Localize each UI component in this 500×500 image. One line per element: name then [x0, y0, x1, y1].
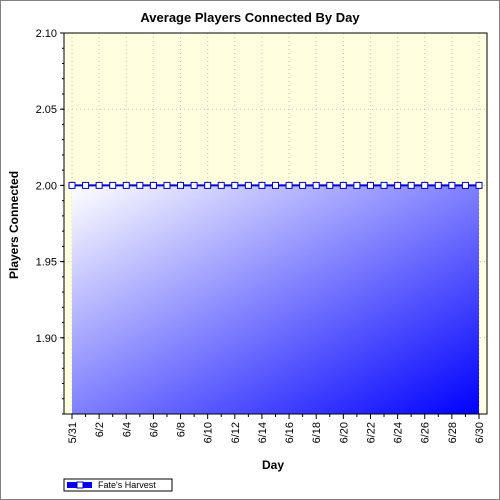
x-tick-label: 6/26: [420, 422, 432, 443]
y-tick-label: 2.00: [36, 180, 57, 192]
x-tick-label: 6/20: [338, 422, 350, 443]
data-point: [82, 181, 90, 189]
legend: Fate's Harvest: [63, 478, 173, 492]
x-tick-label: 6/6: [148, 422, 160, 437]
data-markers: [68, 181, 483, 189]
x-tick-label: 5/31: [67, 422, 79, 443]
x-axis-label: Day: [262, 458, 284, 472]
data-point: [353, 181, 361, 189]
data-point: [380, 181, 388, 189]
y-tick-label: 1.95: [36, 257, 57, 269]
y-tick-label: 1.90: [36, 333, 57, 345]
data-point: [149, 181, 157, 189]
x-axis-ticks: 5/31 6/2 6/4 6/6 6/8 6/10 6/12 6/14 6/16 6/18 6/20…: [67, 414, 486, 443]
data-point: [285, 181, 293, 189]
data-point: [448, 181, 456, 189]
x-tick-label: 6/4: [121, 422, 133, 437]
data-point: [122, 181, 130, 189]
x-tick-label: 6/28: [447, 422, 459, 443]
x-tick-label: 6/2: [94, 422, 106, 437]
data-point: [109, 181, 117, 189]
data-point: [190, 181, 198, 189]
data-point: [258, 181, 266, 189]
data-point: [244, 181, 252, 189]
data-point: [326, 181, 334, 189]
x-tick-label: 6/30: [474, 422, 486, 443]
y-tick-label: 2.05: [36, 104, 57, 116]
data-point: [366, 181, 374, 189]
x-tick-label: 6/10: [203, 422, 215, 443]
data-point: [231, 181, 239, 189]
data-point: [217, 181, 225, 189]
data-point: [95, 181, 103, 189]
data-point: [177, 181, 185, 189]
legend-label: Fate's Harvest: [98, 480, 156, 490]
x-tick-label: 6/12: [230, 422, 242, 443]
legend-marker: [76, 481, 84, 489]
x-tick-label: 6/24: [393, 422, 405, 443]
data-point: [272, 181, 279, 189]
x-tick-label: 6/22: [365, 422, 377, 443]
data-point: [461, 181, 469, 189]
x-tick-label: 6/14: [257, 422, 269, 443]
x-tick-label: 6/16: [284, 422, 296, 443]
data-point: [299, 181, 307, 189]
data-point: [136, 181, 144, 189]
y-axis-label: Players Connected: [7, 171, 21, 279]
x-tick-label: 6/8: [176, 422, 188, 437]
y-tick-label: 2.10: [36, 28, 57, 40]
data-point: [421, 181, 429, 189]
data-point: [312, 181, 320, 189]
data-point: [68, 181, 76, 189]
data-point: [407, 181, 415, 189]
area-fill: [72, 185, 479, 414]
x-tick-label: 6/18: [311, 422, 323, 443]
data-point: [394, 181, 402, 189]
data-point: [434, 181, 442, 189]
data-point: [339, 181, 347, 189]
data-point: [204, 181, 212, 189]
data-point: [163, 181, 171, 189]
data-point: [475, 181, 483, 189]
y-axis-ticks: 1.90 1.95 2.00 2.05 2.10: [36, 28, 64, 415]
chart-title: Average Players Connected By Day: [140, 10, 360, 25]
